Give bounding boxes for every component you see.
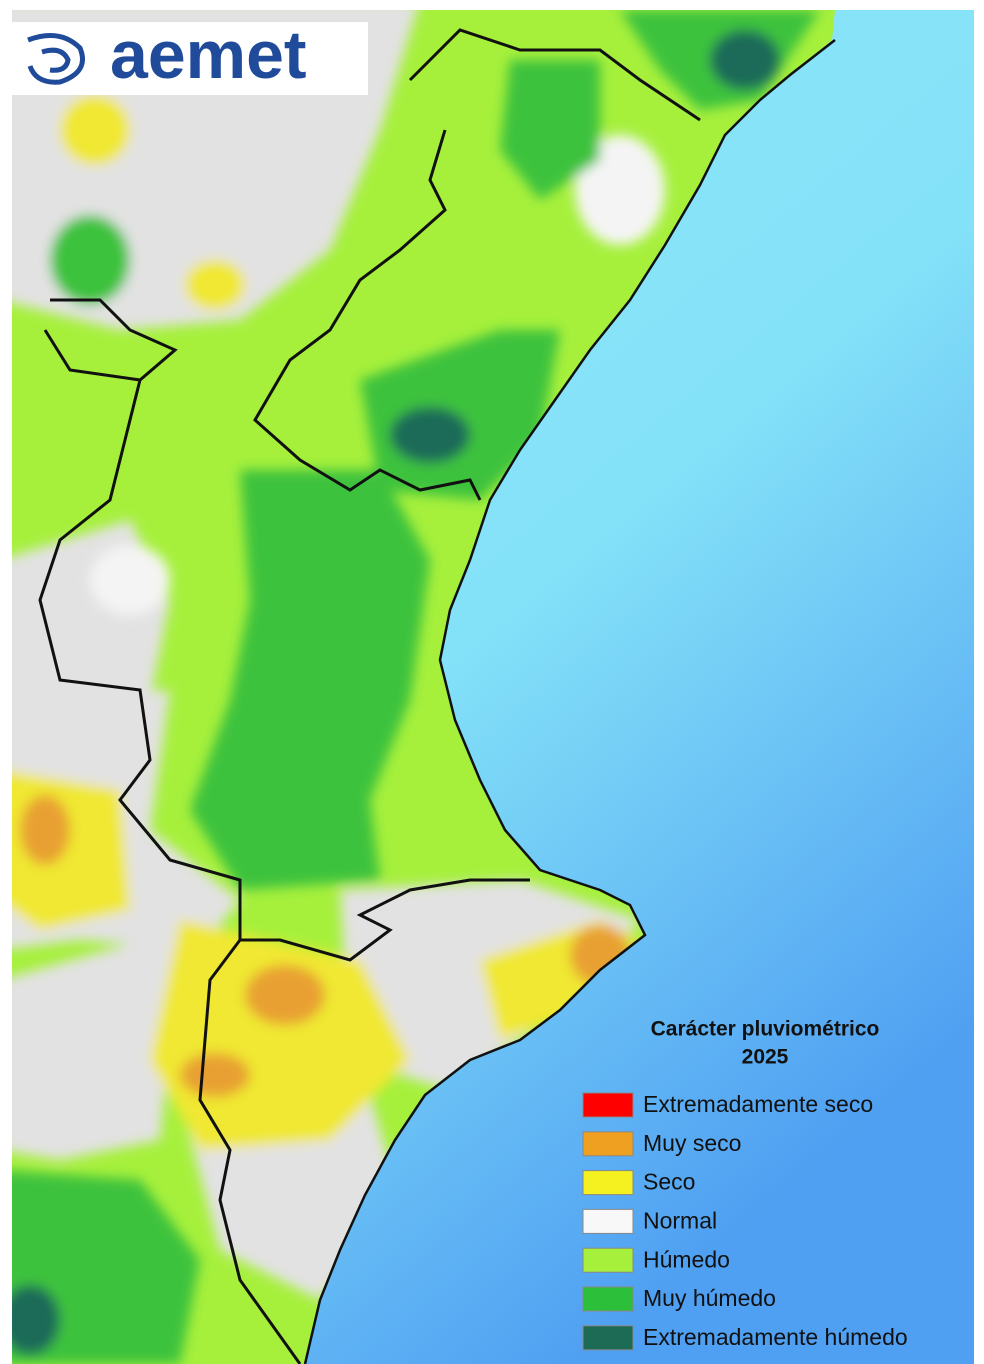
frame-left <box>0 0 12 1364</box>
coastline <box>303 39 836 1364</box>
legend-label: Normal <box>643 1207 717 1233</box>
legend-label: Seco <box>643 1169 695 1195</box>
logo-box <box>12 22 368 95</box>
legend-label: Extremadamente húmedo <box>643 1324 908 1350</box>
legend-swatch <box>582 1325 634 1351</box>
frame-right <box>974 0 984 1364</box>
legend-title: Carácter pluviométrico <box>651 1018 880 1041</box>
legend-swatch <box>582 1131 634 1157</box>
legend-swatch <box>582 1286 634 1312</box>
logo-icon <box>27 33 85 85</box>
frame-top <box>0 0 984 10</box>
logo: aemet <box>12 17 368 95</box>
legend-swatch <box>582 1247 634 1273</box>
legend-label: Extremadamente seco <box>643 1091 873 1117</box>
logo-text: aemet <box>110 17 307 93</box>
legend-label: Húmedo <box>643 1246 730 1272</box>
legend-label: Muy húmedo <box>643 1285 776 1311</box>
legend-swatch <box>582 1170 634 1196</box>
legend-swatch <box>582 1092 634 1118</box>
legend-label: Muy seco <box>643 1130 741 1156</box>
legend-swatch <box>582 1208 634 1234</box>
legend: Carácter pluviométrico 2025 Extremadamen… <box>582 1018 908 1351</box>
legend-subtitle: 2025 <box>742 1046 789 1069</box>
